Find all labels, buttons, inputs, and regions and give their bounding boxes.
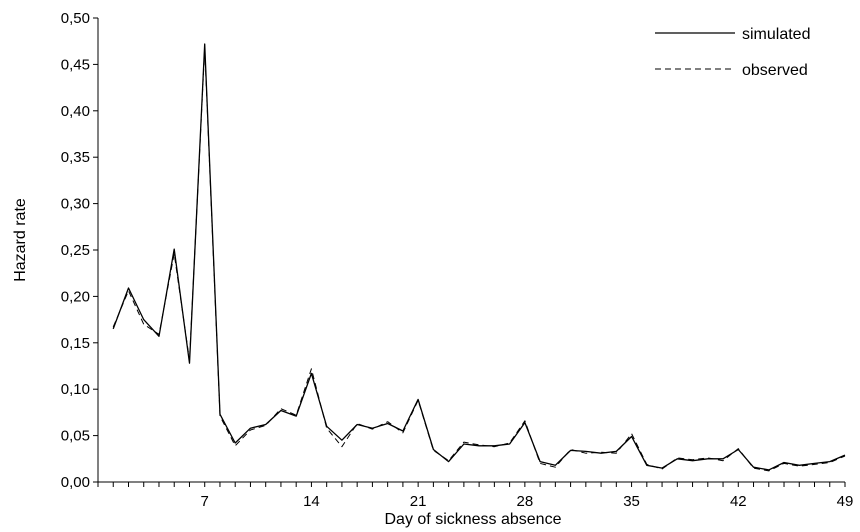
y-tick-label: 0,25: [61, 242, 90, 259]
y-tick-label: 0,30: [61, 196, 90, 213]
y-tick-label: 0,05: [61, 428, 90, 445]
y-tick-label: 0,20: [61, 288, 90, 305]
y-tick-label: 0,15: [61, 335, 90, 352]
x-axis-title: Day of sickness absence: [385, 511, 562, 528]
x-tick-label: 35: [623, 493, 640, 510]
y-tick-label: 0,50: [61, 10, 90, 27]
y-tick-label: 0,00: [61, 474, 90, 491]
x-tick-label: 7: [201, 493, 209, 510]
x-tick-label: 42: [730, 493, 747, 510]
x-tick-label: 21: [410, 493, 427, 510]
series-lines: [112, 43, 846, 472]
y-tick-label: 0,10: [61, 381, 90, 398]
y-tick-label: 0,35: [61, 149, 90, 166]
x-tick-label: 49: [837, 493, 854, 510]
axes: 0,00 0,05 0,10 0,15 0,20 0,25 0,30 0,35 0,40 0,45…: [61, 10, 854, 510]
series-line-simulated: [112, 43, 846, 471]
x-tick-label: 14: [303, 493, 320, 510]
legend-label-observed: observed: [742, 62, 808, 79]
legend-label-simulated: simulated: [742, 26, 810, 43]
y-axis-title: Hazard rate: [12, 198, 29, 282]
x-tick-label: 28: [517, 493, 534, 510]
legend: simulated observed: [655, 26, 810, 79]
series-line-observed: [112, 47, 846, 472]
y-tick-label: 0,45: [61, 56, 90, 73]
y-tick-label: 0,40: [61, 103, 90, 120]
